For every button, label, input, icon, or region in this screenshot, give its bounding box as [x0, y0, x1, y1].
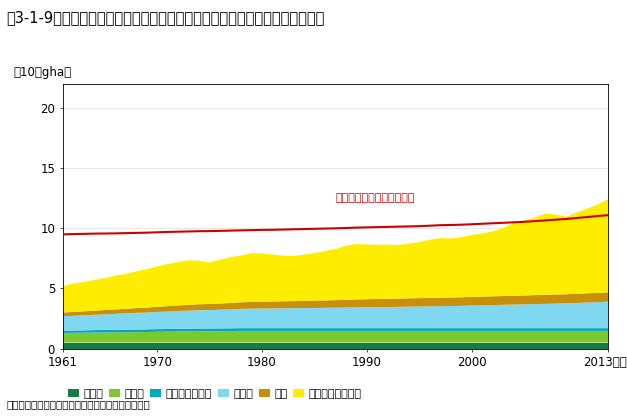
- Text: 図3-1-9　世界のエコロジカル・フットプリントとバイオキャパシティの推移: 図3-1-9 世界のエコロジカル・フットプリントとバイオキャパシティの推移: [6, 10, 325, 26]
- Text: 資料：グローバル・フットプリント・ネットワーク: 資料：グローバル・フットプリント・ネットワーク: [6, 399, 150, 409]
- Text: 世界のバイオキャパシティ: 世界のバイオキャパシティ: [335, 193, 415, 203]
- Legend: 牧草地, 森林地, 生産能力阻害地, 耕作地, 漁場, 二酸化炭素吸収地: 牧草地, 森林地, 生産能力阻害地, 耕作地, 漁場, 二酸化炭素吸収地: [68, 388, 362, 399]
- Text: （10億gha）: （10億gha）: [14, 66, 71, 79]
